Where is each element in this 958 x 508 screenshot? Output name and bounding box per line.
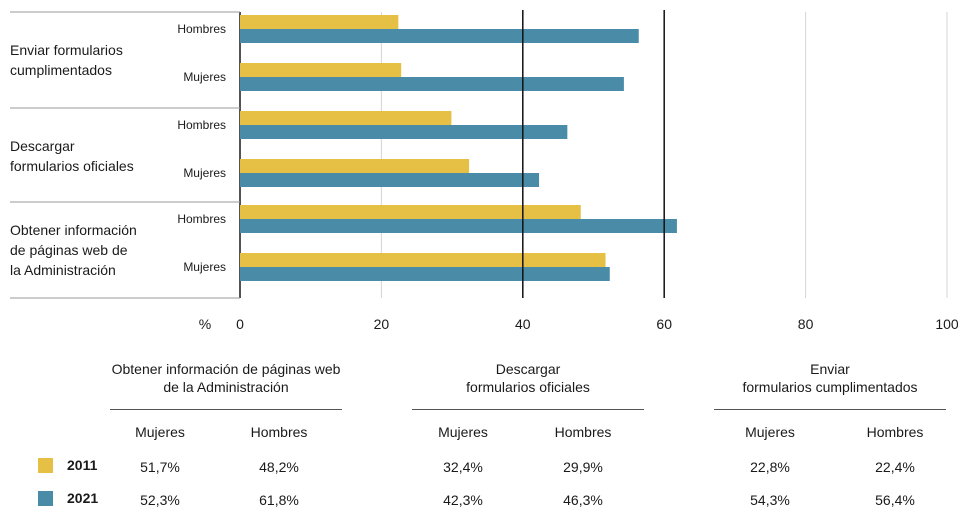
group-label: Descargar bbox=[10, 138, 75, 154]
bars bbox=[240, 15, 677, 281]
row-label: Mujeres bbox=[183, 166, 226, 180]
group-label: Obtener información bbox=[10, 222, 137, 238]
table-col-header: Mujeres bbox=[413, 424, 513, 440]
table-col-header: Hombres bbox=[229, 424, 329, 440]
x-tick-label: 100 bbox=[935, 316, 958, 332]
table-cell: 46,3% bbox=[533, 492, 633, 508]
table-cell: 61,8% bbox=[229, 492, 329, 508]
legend-swatch-2021 bbox=[38, 491, 53, 506]
x-tick-label: 60 bbox=[656, 316, 672, 332]
bar-2011 bbox=[240, 159, 469, 173]
table-group-title-line: Enviar bbox=[714, 360, 946, 378]
table-col-header: Mujeres bbox=[720, 424, 820, 440]
group-label: Enviar formularios bbox=[10, 42, 123, 58]
bar-2021 bbox=[240, 267, 610, 281]
row-label: Mujeres bbox=[183, 260, 226, 274]
table-cell: 51,7% bbox=[110, 459, 210, 475]
bar-2011 bbox=[240, 111, 451, 125]
group-label: de páginas web de bbox=[10, 242, 128, 258]
table-group-rule bbox=[412, 409, 644, 410]
table-group-title-line: Descargar bbox=[412, 360, 644, 378]
group-label: cumplimentados bbox=[10, 62, 112, 78]
x-tick-label: 80 bbox=[798, 316, 814, 332]
row-label: Hombres bbox=[177, 22, 226, 36]
table-group-title-line: Obtener información de páginas web bbox=[110, 360, 342, 378]
table-cell: 32,4% bbox=[413, 459, 513, 475]
table-cell: 29,9% bbox=[533, 459, 633, 475]
bar-2011 bbox=[240, 63, 401, 77]
bar-2011 bbox=[240, 253, 606, 267]
table-cell: 48,2% bbox=[229, 459, 329, 475]
bar-2011 bbox=[240, 205, 581, 219]
group-label: la Administración bbox=[10, 262, 116, 278]
table-col-header: Mujeres bbox=[110, 424, 210, 440]
table-group-title: Obtener información de páginas web de la … bbox=[110, 360, 342, 396]
bar-2021 bbox=[240, 125, 567, 139]
table-group-rule bbox=[714, 409, 946, 410]
legend-swatch-2011 bbox=[38, 458, 53, 473]
bar-2021 bbox=[240, 29, 639, 43]
bar-2021 bbox=[240, 173, 539, 187]
table-col-header: Hombres bbox=[845, 424, 945, 440]
row-label: Mujeres bbox=[183, 70, 226, 84]
row-label: Hombres bbox=[177, 118, 226, 132]
table-cell: 56,4% bbox=[845, 492, 945, 508]
x-tick-label: 40 bbox=[515, 316, 531, 332]
x-tick-label: 0 bbox=[236, 316, 244, 332]
category-labels: Enviar formularios cumplimentados Hombres M… bbox=[10, 22, 226, 278]
bar-2011 bbox=[240, 15, 398, 29]
x-tick-label: 20 bbox=[374, 316, 390, 332]
table-cell: 52,3% bbox=[110, 492, 210, 508]
table-group-title-line: formularios oficiales bbox=[412, 378, 644, 396]
row-label: Hombres bbox=[177, 212, 226, 226]
bar-2021 bbox=[240, 219, 677, 233]
table-group-title: Descargar formularios oficiales bbox=[412, 360, 644, 396]
table-col-header: Hombres bbox=[533, 424, 633, 440]
bar-chart: Enviar formularios cumplimentados Hombres M… bbox=[0, 0, 958, 340]
x-unit-label: % bbox=[199, 316, 211, 332]
table-group-title-line: formularios cumplimentados bbox=[714, 378, 946, 396]
table-group-title-line: de la Administración bbox=[110, 378, 342, 396]
legend-year: 2021 bbox=[67, 490, 98, 506]
legend-year: 2011 bbox=[67, 457, 97, 473]
group-label: formularios oficiales bbox=[10, 158, 134, 174]
table-cell: 54,3% bbox=[720, 492, 820, 508]
table-group-rule bbox=[110, 409, 342, 410]
table-group-title: Enviar formularios cumplimentados bbox=[714, 360, 946, 396]
table-cell: 42,3% bbox=[413, 492, 513, 508]
table-cell: 22,8% bbox=[720, 459, 820, 475]
table-cell: 22,4% bbox=[845, 459, 945, 475]
bar-2021 bbox=[240, 77, 624, 91]
x-axis-ticks: % 0 20 40 60 80 100 bbox=[199, 316, 958, 332]
